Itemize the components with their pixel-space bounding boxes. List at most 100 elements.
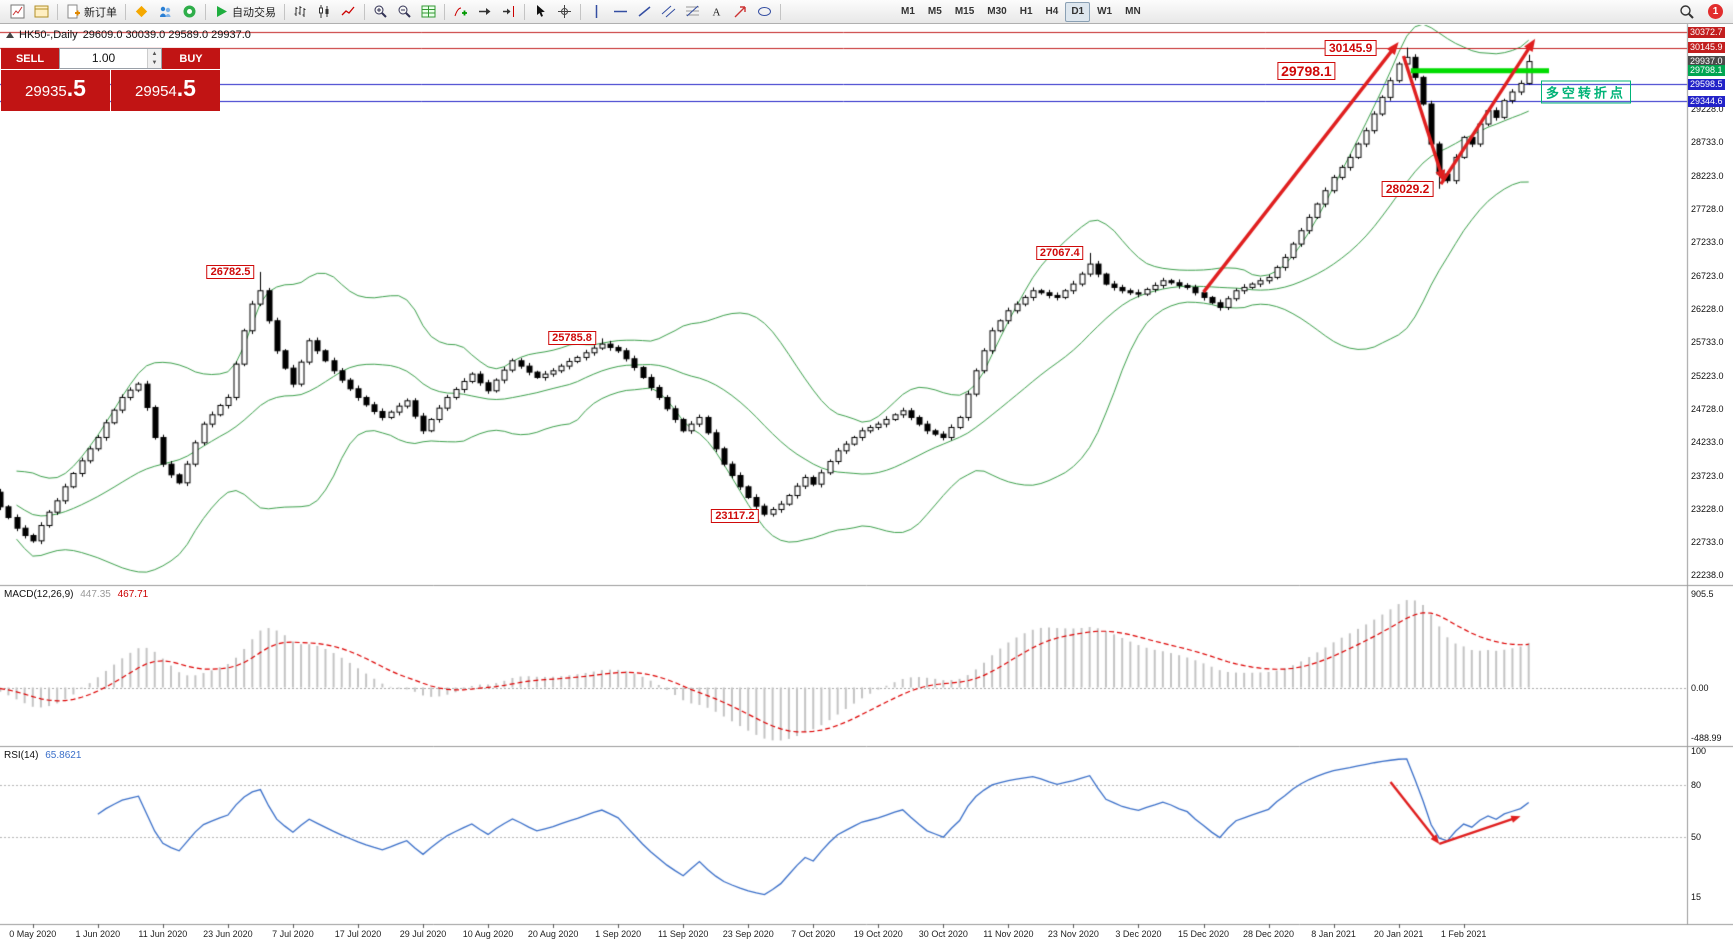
news-button[interactable] — [178, 2, 201, 22]
zoom-out-icon — [397, 4, 412, 19]
volume-up-button[interactable]: ▲ — [148, 49, 161, 59]
line-mode-button[interactable] — [337, 2, 360, 22]
algo-trading-button[interactable]: 自动交易 — [210, 2, 280, 22]
buy-price-panel[interactable]: 29954.5 — [111, 70, 220, 111]
toolbar-separator — [524, 3, 525, 20]
symbol-marker-icon — [6, 32, 14, 38]
channel-icon — [661, 4, 676, 19]
zoom-out-button[interactable] — [393, 2, 416, 22]
macd-name: MACD(12,26,9) — [4, 589, 74, 600]
buy-price-main: 29954 — [135, 83, 177, 100]
algo-play-icon — [214, 4, 229, 19]
toolbar-separator — [444, 3, 445, 20]
candles-mode-icon — [317, 4, 332, 19]
market-depth-button[interactable] — [417, 2, 440, 22]
vertical-line-icon — [589, 4, 604, 19]
indicators-add-icon — [453, 4, 468, 19]
horizontal-line-button[interactable] — [609, 2, 632, 22]
toolbar-group-charts — [6, 2, 53, 22]
market-icon — [134, 4, 149, 19]
timeframe-m1-button[interactable]: M1 — [895, 2, 921, 22]
rsi-indicator-label: RSI(14) 65.8621 — [4, 750, 85, 761]
volume-down-button[interactable]: ▼ — [148, 58, 161, 68]
toolbar-group-pointer — [529, 2, 576, 22]
chart-ohlc-readout: HK50-,Daily 29609.0 30039.0 29589.0 2993… — [6, 29, 251, 41]
arrows-object-button[interactable] — [729, 2, 752, 22]
trendline-icon — [637, 4, 652, 19]
community-icon — [158, 4, 173, 19]
chart-profiles-button[interactable] — [30, 2, 53, 22]
new-chart-button[interactable] — [6, 2, 29, 22]
zoom-in-icon — [373, 4, 388, 19]
vertical-line-button[interactable] — [585, 2, 608, 22]
toolbar-separator — [780, 3, 781, 20]
notification-badge[interactable]: 1 — [1708, 4, 1723, 19]
toolbar-separator — [580, 3, 581, 20]
crosshair-icon — [557, 4, 572, 19]
toolbar-separator — [284, 3, 285, 20]
search-icon — [1679, 4, 1694, 19]
zoom-in-button[interactable] — [369, 2, 392, 22]
timeframe-mn-button[interactable]: MN — [1119, 2, 1147, 22]
candles-mode-button[interactable] — [313, 2, 336, 22]
trendline-button[interactable] — [633, 2, 656, 22]
fibonacci-button[interactable] — [681, 2, 704, 22]
main-toolbar: 新订单 自动交易 A M1 M5 M15 M30 H1 H4 D1 W1 MN 1 — [0, 0, 1733, 24]
toolbar-separator — [205, 3, 206, 20]
chart-profiles-icon — [34, 4, 49, 19]
community-button[interactable] — [154, 2, 177, 22]
new-order-icon — [66, 4, 81, 19]
shapes-button[interactable] — [753, 2, 776, 22]
news-icon — [182, 4, 197, 19]
timeframe-h4-button[interactable]: H4 — [1040, 2, 1065, 22]
new-order-button[interactable]: 新订单 — [62, 2, 121, 22]
sell-price-main: 29935 — [25, 83, 67, 100]
timeframe-w1-button[interactable]: W1 — [1091, 2, 1118, 22]
search-button[interactable] — [1675, 2, 1698, 22]
buy-price-frac: .5 — [176, 75, 196, 101]
bars-mode-button[interactable] — [289, 2, 312, 22]
toolbar-group-timeframes: M1 M5 M15 M30 H1 H4 D1 W1 MN — [895, 1, 1147, 22]
market-depth-icon — [421, 4, 436, 19]
timeframe-h1-button[interactable]: H1 — [1014, 2, 1039, 22]
chart-shift-button[interactable] — [497, 2, 520, 22]
timeframe-m15-button[interactable]: M15 — [949, 2, 980, 22]
cursor-icon — [533, 4, 548, 19]
new-chart-icon — [10, 4, 25, 19]
toolbar-group-zoom — [369, 2, 440, 22]
toolbar-separator — [125, 3, 126, 20]
chart-symbol-label: HK50-,Daily — [19, 29, 78, 41]
toolbar-separator — [364, 3, 365, 20]
bars-mode-icon — [293, 4, 308, 19]
toolbar-group-algo: 自动交易 — [210, 2, 280, 22]
line-mode-icon — [341, 4, 356, 19]
buy-button[interactable]: BUY — [162, 48, 220, 69]
timeframe-m30-button[interactable]: M30 — [981, 2, 1012, 22]
auto-scroll-button[interactable] — [473, 2, 496, 22]
macd-indicator-label: MACD(12,26,9) 447.35 467.71 — [4, 589, 152, 600]
fibonacci-icon — [685, 4, 700, 19]
sell-price-frac: .5 — [66, 75, 86, 101]
toolbar-group-services — [130, 2, 201, 22]
cursor-button[interactable] — [529, 2, 552, 22]
timeframe-d1-button[interactable]: D1 — [1065, 1, 1091, 22]
volume-value[interactable]: 1.00 — [91, 51, 116, 65]
volume-stepper[interactable]: 1.00 ▲ ▼ — [59, 48, 162, 69]
text-label-button[interactable]: A — [705, 2, 728, 22]
rsi-value: 65.8621 — [45, 750, 82, 761]
channel-button[interactable] — [657, 2, 680, 22]
market-button[interactable] — [130, 2, 153, 22]
crosshair-button[interactable] — [553, 2, 576, 22]
timeframe-m5-button[interactable]: M5 — [922, 2, 948, 22]
sell-button[interactable]: SELL — [1, 48, 59, 69]
sell-price-panel[interactable]: 29935.5 — [1, 70, 110, 111]
horizontal-line-icon — [613, 4, 628, 19]
algo-trading-button-label: 自动交易 — [232, 6, 276, 19]
indicators-add-button[interactable] — [449, 2, 472, 22]
new-order-button-label: 新订单 — [84, 6, 117, 19]
auto-scroll-icon — [477, 4, 492, 19]
macd-main-value: 447.35 — [80, 589, 111, 600]
toolbar-right-section: 1 — [1675, 2, 1727, 22]
shapes-icon — [757, 4, 772, 19]
